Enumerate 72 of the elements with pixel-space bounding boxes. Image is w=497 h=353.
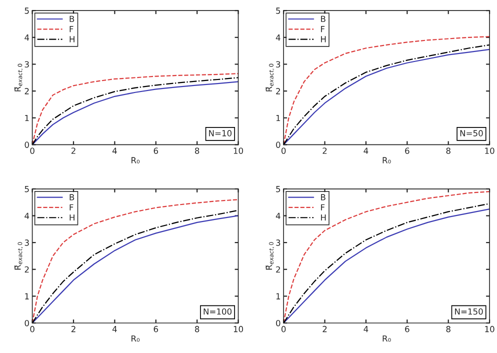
x-tick-label: 10 [234,148,244,154]
annotation: N=50 [460,130,483,136]
y-tick-label: 1 [276,293,280,300]
legend-label: B [321,194,326,200]
x-tick-label: 4 [364,148,368,154]
x-tick-label: 6 [154,148,158,154]
y-tick-label: 2 [276,266,280,273]
y-tick-label: 4 [276,212,280,219]
legend-label: H [321,36,326,42]
y-axis-title: R̄$_{exact,0}$ [14,242,23,270]
x-tick-label: 8 [194,326,200,332]
y-tick-label: 0 [276,142,280,148]
x-tick-label: 2 [322,148,327,154]
y-axis-title: R̄$_{exact,0}$ [266,64,274,92]
legend-label: F [70,204,74,210]
x-tick-label: 8 [194,148,200,154]
legend-label: H [70,214,74,221]
y-tick-label: 3 [24,240,29,246]
x-tick-label: 0 [281,148,286,154]
y-tick-label: 2 [276,88,280,94]
x-tick-label: 6 [405,326,410,332]
y-tick-label: 0 [276,320,280,326]
y-axis-title: R̄$_{exact,0}$ [14,64,23,92]
annotation: N=100 [204,308,232,315]
y-axis-title: R̄$_{exact,0}$ [266,242,274,270]
legend-label: B [321,16,326,22]
annotation: N=150 [455,308,483,315]
legend-label: H [321,214,326,221]
x-axis-title: R₀ [382,335,391,342]
y-tick-label: 4 [276,34,280,41]
legend-label: H [70,36,74,42]
x-tick-label: 0 [30,326,34,332]
y-tick-label: 3 [276,240,280,246]
y-tick-label: 0 [24,320,29,326]
y-tick-label: 3 [276,61,280,68]
y-tick-label: 1 [25,114,29,122]
x-tick-label: 8 [446,148,450,154]
legend-label: F [321,204,325,210]
x-tick-label: 4 [112,148,117,154]
y-tick-label: 3 [24,61,29,68]
x-axis-title: R₀ [132,157,140,164]
legend-label: B [70,16,74,22]
y-tick-label: 4 [24,34,30,41]
y-tick-label: 5 [24,8,29,14]
y-tick-label: 1 [276,114,280,122]
x-tick-label: 0 [30,148,34,154]
x-tick-label: 4 [112,326,117,332]
x-tick-label: 8 [446,326,450,332]
x-tick-label: 2 [71,326,76,332]
y-tick-label: 2 [24,266,29,273]
x-axis-title: R₀ [382,157,391,164]
y-tick-label: 0 [24,142,29,148]
x-tick-label: 0 [281,326,286,332]
x-tick-label: 4 [364,326,368,332]
x-tick-label: 10 [234,326,244,332]
annotation: N=10 [209,130,232,136]
y-tick-label: 1 [25,293,29,300]
y-tick-label: 5 [276,186,280,192]
y-tick-label: 2 [24,88,29,94]
x-axis-title: R₀ [132,335,140,342]
legend-label: B [70,194,74,200]
x-tick-label: 2 [71,148,76,154]
x-tick-label: 2 [322,326,327,332]
y-tick-label: 5 [24,186,29,192]
y-tick-label: 5 [276,8,280,14]
legend-label: F [321,26,325,32]
x-tick-label: 10 [485,326,494,332]
legend-label: F [70,26,74,32]
x-tick-label: 10 [485,148,494,154]
y-tick-label: 4 [24,212,30,219]
x-tick-label: 6 [154,326,158,332]
x-tick-label: 6 [405,148,410,154]
